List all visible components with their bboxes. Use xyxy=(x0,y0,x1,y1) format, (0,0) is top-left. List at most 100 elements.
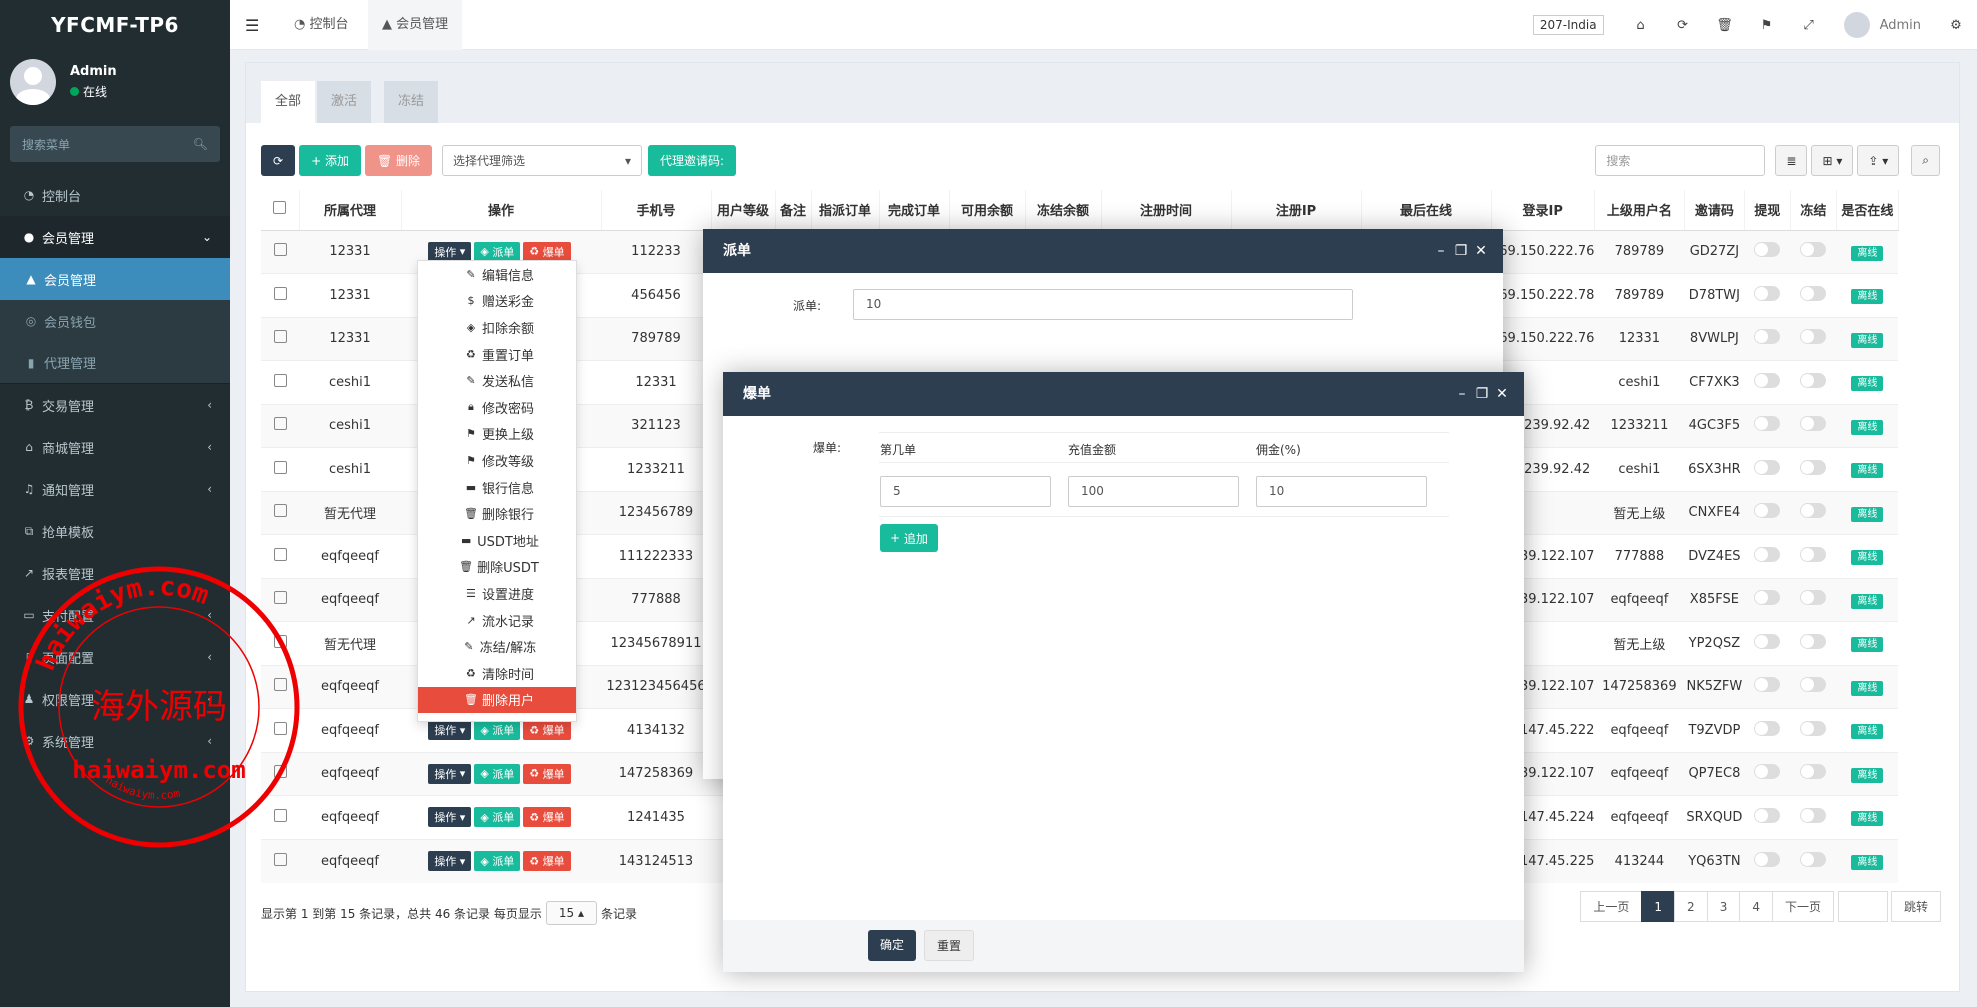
row-checkbox[interactable] xyxy=(273,721,287,735)
sidebar-item-member-wallet[interactable]: ◎ 会员钱包 xyxy=(0,300,230,342)
translate-icon[interactable]: ⚑ xyxy=(1760,17,1773,33)
dropdown-item[interactable]: 🗑︎ 删除银行 xyxy=(418,500,576,527)
page-1-button[interactable]: 1 xyxy=(1641,891,1676,922)
burst-button[interactable]: ♻ 爆单 xyxy=(523,720,571,741)
dropdown-item[interactable]: ▬ USDT地址 xyxy=(418,527,576,554)
operation-button[interactable]: 操作 ▾ xyxy=(428,763,472,784)
fullscreen-icon[interactable]: ⤢ xyxy=(1803,17,1814,33)
sidebar-item-permission[interactable]: ♟ 权限管理 ‹ xyxy=(0,678,230,720)
withdraw-toggle[interactable] xyxy=(1754,807,1781,823)
operation-button[interactable]: 操作 ▾ xyxy=(428,851,472,871)
jump-button[interactable]: 跳转 xyxy=(1890,891,1941,922)
prev-page-button[interactable]: 上一页 xyxy=(1580,891,1643,922)
row-checkbox[interactable] xyxy=(273,504,287,518)
trash-icon[interactable]: 🗑︎ xyxy=(1716,17,1733,33)
admin-name[interactable]: Admin xyxy=(1879,17,1921,33)
operation-button[interactable]: 操作 ▾ xyxy=(428,720,472,741)
withdraw-toggle[interactable] xyxy=(1754,242,1781,258)
dropdown-item[interactable]: 🗑︎ 删除USDT xyxy=(418,554,576,581)
row-checkbox[interactable] xyxy=(273,852,287,866)
sidebar-item-member-manage[interactable]: ▲ 会员管理 xyxy=(0,258,230,300)
dispatch-button[interactable]: ◈ 派单 xyxy=(474,241,521,262)
sidebar-item-template[interactable]: ⧉ 抢单模板 xyxy=(0,510,230,552)
next-page-button[interactable]: 下一页 xyxy=(1771,891,1834,922)
maximize-icon[interactable]: ❐ xyxy=(1454,243,1468,259)
freeze-toggle[interactable] xyxy=(1800,590,1827,606)
search-icon[interactable]: 🔍︎ xyxy=(192,137,208,151)
invite-code-button[interactable]: 代理邀请码: xyxy=(648,145,737,176)
close-icon[interactable]: ✕ xyxy=(1496,386,1508,402)
jump-page-input[interactable] xyxy=(1837,891,1888,922)
dispatch-input[interactable]: 10 xyxy=(853,289,1353,320)
page-size-select[interactable]: 15 ▴ xyxy=(545,901,598,925)
row-checkbox[interactable] xyxy=(273,460,287,474)
sidebar-item-agent[interactable]: ▮ 代理管理 xyxy=(0,342,230,384)
row-checkbox[interactable] xyxy=(273,330,287,344)
dropdown-item[interactable]: 🔒︎ 修改密码 xyxy=(418,394,576,421)
refresh-icon[interactable]: ⟳ xyxy=(1677,17,1689,33)
freeze-toggle[interactable] xyxy=(1800,329,1827,345)
dropdown-item[interactable]: ♻ 清除时间 xyxy=(418,660,576,687)
column-header[interactable]: 手机号 xyxy=(601,190,712,231)
column-header[interactable]: 备注 xyxy=(775,190,812,231)
dispatch-button[interactable]: ◈ 派单 xyxy=(474,720,521,741)
commission-input[interactable]: 10 xyxy=(1256,476,1427,507)
reset-button[interactable]: 重置 xyxy=(924,930,975,961)
row-checkbox[interactable] xyxy=(273,678,287,692)
tab-member[interactable]: ▲ 会员管理 xyxy=(368,0,463,50)
app-logo[interactable]: YFCMF-TP6 xyxy=(0,0,230,50)
sidebar-item-dashboard[interactable]: ◔ 控制台 xyxy=(0,174,230,216)
append-button[interactable]: + 追加 xyxy=(880,524,938,552)
page-4-button[interactable]: 4 xyxy=(1739,891,1773,922)
columns-button[interactable]: ⊞ ▾ xyxy=(1811,145,1854,176)
dropdown-item[interactable]: ◈ 扣除余额 xyxy=(418,314,576,341)
column-header[interactable]: 登录IP xyxy=(1491,190,1595,231)
freeze-toggle[interactable] xyxy=(1800,459,1827,475)
withdraw-toggle[interactable] xyxy=(1754,372,1781,388)
column-header[interactable]: 冻结 xyxy=(1790,190,1837,231)
close-icon[interactable]: ✕ xyxy=(1475,243,1487,259)
freeze-toggle[interactable] xyxy=(1800,372,1827,388)
dropdown-item[interactable]: ↗ 流水记录 xyxy=(418,607,576,634)
withdraw-toggle[interactable] xyxy=(1754,329,1781,345)
withdraw-toggle[interactable] xyxy=(1754,459,1781,475)
sidebar-item-trade[interactable]: ₿ 交易管理 ‹ xyxy=(0,384,230,426)
agent-filter-select[interactable]: 选择代理筛选 ▾ xyxy=(442,145,643,176)
burst-button[interactable]: ♻ 爆单 xyxy=(523,807,571,828)
column-header[interactable]: 注册时间 xyxy=(1101,190,1232,231)
withdraw-toggle[interactable] xyxy=(1754,590,1781,606)
row-checkbox[interactable] xyxy=(273,808,287,822)
search-button[interactable]: ⌕ xyxy=(1911,145,1940,176)
select-all-checkbox[interactable] xyxy=(273,201,287,215)
toggle-view-button[interactable]: ≣ xyxy=(1775,145,1808,176)
dropdown-item[interactable]: ⚑ 更换上级 xyxy=(418,421,576,448)
withdraw-toggle[interactable] xyxy=(1754,677,1781,693)
tab-all[interactable]: 全部 xyxy=(261,81,316,123)
operation-button[interactable]: 操作 ▾ xyxy=(428,807,472,828)
table-search-input[interactable]: 搜索 xyxy=(1595,145,1766,176)
withdraw-toggle[interactable] xyxy=(1754,720,1781,736)
withdraw-toggle[interactable] xyxy=(1754,546,1781,562)
hamburger-icon[interactable]: ☰ xyxy=(245,16,260,35)
dropdown-item[interactable]: ✎ 冻结/解冻 xyxy=(418,633,576,660)
operation-button[interactable]: 操作 ▾ xyxy=(428,241,472,262)
withdraw-toggle[interactable] xyxy=(1754,851,1781,867)
row-checkbox[interactable] xyxy=(273,591,287,605)
sidebar-item-report[interactable]: ↗ 报表管理 xyxy=(0,552,230,594)
withdraw-toggle[interactable] xyxy=(1754,764,1781,780)
tab-active[interactable]: 激活 xyxy=(317,81,372,123)
recharge-amount-input[interactable]: 100 xyxy=(1068,476,1239,507)
freeze-toggle[interactable] xyxy=(1800,285,1827,301)
column-header[interactable]: 提现 xyxy=(1744,190,1791,231)
maximize-icon[interactable]: ❐ xyxy=(1475,386,1489,402)
withdraw-toggle[interactable] xyxy=(1754,633,1781,649)
dropdown-item[interactable]: ✎ 发送私信 xyxy=(418,367,576,394)
language-select[interactable]: 207-India xyxy=(1532,15,1604,35)
freeze-toggle[interactable] xyxy=(1800,633,1827,649)
dropdown-item[interactable]: $ 赠送彩金 xyxy=(418,288,576,315)
freeze-toggle[interactable] xyxy=(1800,851,1827,867)
column-header[interactable]: 操作 xyxy=(401,190,602,231)
withdraw-toggle[interactable] xyxy=(1754,503,1781,519)
order-number-input[interactable]: 5 xyxy=(880,476,1051,507)
column-header[interactable]: 可用余额 xyxy=(949,190,1026,231)
